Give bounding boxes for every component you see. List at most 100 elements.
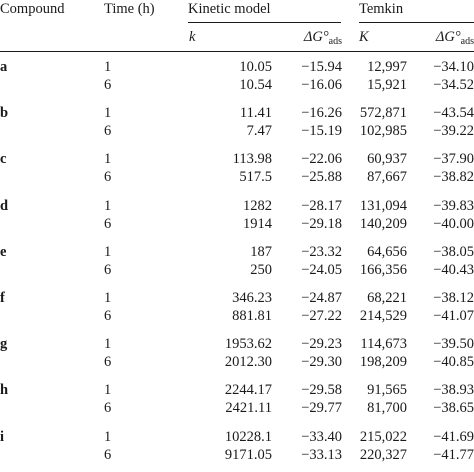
cell-time: 6 <box>104 446 112 463</box>
cell-dgt: −38.82 <box>433 169 474 186</box>
cell-time: 1 <box>104 59 112 75</box>
cell-dgt: −41.07 <box>433 308 474 324</box>
cell-dgt: −34.10 <box>433 59 474 75</box>
cell-dgk: −16.26 <box>301 105 342 122</box>
compound-label: g <box>0 336 8 353</box>
cell-k: 187 <box>250 243 272 260</box>
cell-dgk: −15.94 <box>301 59 342 75</box>
compound-label: f <box>0 290 5 306</box>
cell-K: 214,529 <box>359 308 407 324</box>
cell-dgt: −38.12 <box>433 290 474 306</box>
cell-k: 1953.62 <box>224 336 272 353</box>
cell-K: 220,327 <box>359 446 407 463</box>
compound-label: c <box>0 151 7 168</box>
cell-dgk: −16.06 <box>301 77 342 93</box>
cell-dgk: −28.17 <box>301 197 342 214</box>
cell-dgk: −29.30 <box>301 354 342 371</box>
temkin-group-rule <box>359 22 474 23</box>
cell-dgk: −15.19 <box>301 123 342 140</box>
cell-K: 114,673 <box>360 336 407 353</box>
cell-dgt: −38.65 <box>433 400 474 417</box>
cell-K: 60,937 <box>367 151 407 168</box>
cell-dgk: −27.22 <box>301 308 342 324</box>
cell-K: 81,700 <box>367 400 407 417</box>
cell-time: 1 <box>104 105 112 122</box>
cell-K: 198,209 <box>359 354 407 371</box>
cell-K: 140,209 <box>359 215 407 232</box>
cell-k: 346.23 <box>232 290 272 306</box>
cell-time: 1 <box>104 290 112 306</box>
header-temkin: Temkin <box>359 1 404 17</box>
cell-dgt: −41.69 <box>433 428 474 445</box>
cell-time: 6 <box>104 77 112 93</box>
cell-dgt: −39.83 <box>433 197 474 214</box>
cell-k: 10.05 <box>239 59 272 75</box>
cell-dgt: −34.52 <box>433 77 474 93</box>
cell-dgk: −33.13 <box>301 446 342 463</box>
cell-time: 6 <box>104 123 112 140</box>
cell-k: 2421.11 <box>225 400 272 417</box>
cell-time: 1 <box>104 197 112 214</box>
header-compound: Compound <box>0 1 65 17</box>
cell-dgk: −23.32 <box>301 243 342 260</box>
compound-label: a <box>0 59 8 75</box>
cell-dgt: −40.43 <box>433 261 474 278</box>
compound-label: i <box>0 428 5 445</box>
cell-k: 1282 <box>243 197 272 214</box>
cell-k: 11.41 <box>239 105 272 122</box>
cell-dgk: −24.05 <box>301 261 342 278</box>
header-K: K <box>359 29 369 45</box>
cell-K: 68,221 <box>367 290 407 306</box>
compound-label: e <box>0 243 7 260</box>
cell-time: 6 <box>104 354 112 371</box>
cell-time: 1 <box>104 243 112 260</box>
header-kinetic-model: Kinetic model <box>188 1 271 17</box>
cell-k: 1914 <box>243 215 272 232</box>
cell-dgk: −29.23 <box>301 336 342 353</box>
cell-k: 2012.30 <box>224 354 272 371</box>
cell-time: 6 <box>104 308 112 324</box>
cell-dgt: −38.05 <box>433 243 474 260</box>
cell-dgt: −40.85 <box>433 354 474 371</box>
cell-dgk: −29.58 <box>301 382 342 399</box>
cell-k: 250 <box>250 261 272 278</box>
cell-time: 1 <box>104 428 112 445</box>
cell-time: 6 <box>104 400 112 417</box>
cell-dgt: −40.00 <box>433 215 474 232</box>
cell-K: 572,871 <box>359 105 407 122</box>
cell-k: 10.54 <box>239 77 272 93</box>
cell-dgt: −37.90 <box>433 151 474 168</box>
cell-k: 9171.05 <box>224 446 272 463</box>
cell-K: 166,356 <box>359 261 407 278</box>
cell-k: 10228.1 <box>224 428 272 445</box>
cell-K: 87,667 <box>367 169 407 186</box>
cell-K: 102,985 <box>359 123 407 140</box>
cell-K: 15,921 <box>367 77 407 93</box>
cell-time: 1 <box>104 382 112 399</box>
header-delta-g-kinetic: ΔG°ads <box>303 29 342 47</box>
compound-label: b <box>0 105 9 122</box>
header-k: k <box>189 29 196 45</box>
header-time: Time (h) <box>104 1 155 17</box>
cell-dgt: −43.54 <box>433 105 474 122</box>
compound-label: h <box>0 382 9 399</box>
cell-k: 2244.17 <box>224 382 272 399</box>
cell-time: 6 <box>104 215 112 232</box>
cell-k: 881.81 <box>232 308 272 324</box>
cell-time: 6 <box>104 261 112 278</box>
kinetic-group-rule <box>188 22 341 23</box>
cell-k: 517.5 <box>239 169 272 186</box>
cell-k: 113.98 <box>232 151 272 168</box>
compound-label: d <box>0 197 9 214</box>
cell-dgk: −29.18 <box>301 215 342 232</box>
cell-dgt: −39.50 <box>433 336 474 353</box>
cell-dgk: −33.40 <box>301 428 342 445</box>
cell-dgk: −25.88 <box>301 169 342 186</box>
cell-K: 215,022 <box>359 428 407 445</box>
cell-time: 1 <box>104 151 112 168</box>
cell-K: 64,656 <box>367 243 407 260</box>
cell-K: 12,997 <box>367 59 407 75</box>
cell-dgk: −22.06 <box>301 151 342 168</box>
cell-dgt: −39.22 <box>433 123 474 140</box>
cell-K: 91,565 <box>367 382 407 399</box>
